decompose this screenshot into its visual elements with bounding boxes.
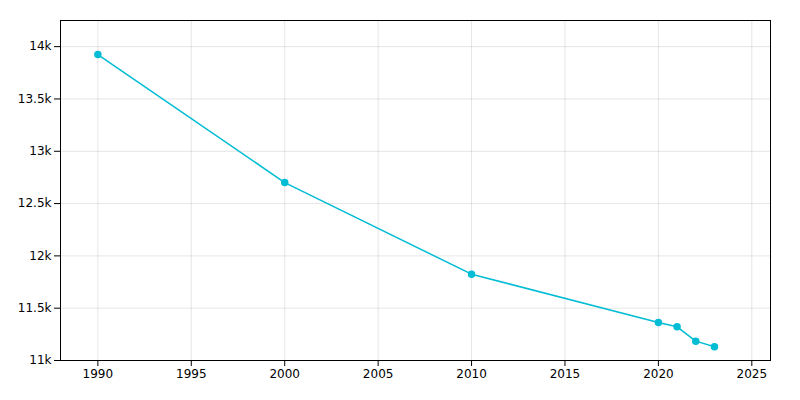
svg-text:1995: 1995 <box>176 367 207 381</box>
svg-text:12k: 12k <box>29 249 51 263</box>
svg-text:14k: 14k <box>29 39 51 53</box>
svg-text:11k: 11k <box>29 353 51 367</box>
svg-text:11.5k: 11.5k <box>18 301 52 315</box>
svg-text:2010: 2010 <box>456 367 487 381</box>
svg-text:12.5k: 12.5k <box>18 196 52 210</box>
svg-text:2020: 2020 <box>643 367 674 381</box>
svg-text:2000: 2000 <box>269 367 300 381</box>
svg-text:1990: 1990 <box>83 367 114 381</box>
svg-text:13k: 13k <box>29 144 51 158</box>
svg-text:13.5k: 13.5k <box>18 92 52 106</box>
svg-text:2005: 2005 <box>363 367 394 381</box>
svg-text:2025: 2025 <box>737 367 768 381</box>
svg-text:2015: 2015 <box>550 367 581 381</box>
